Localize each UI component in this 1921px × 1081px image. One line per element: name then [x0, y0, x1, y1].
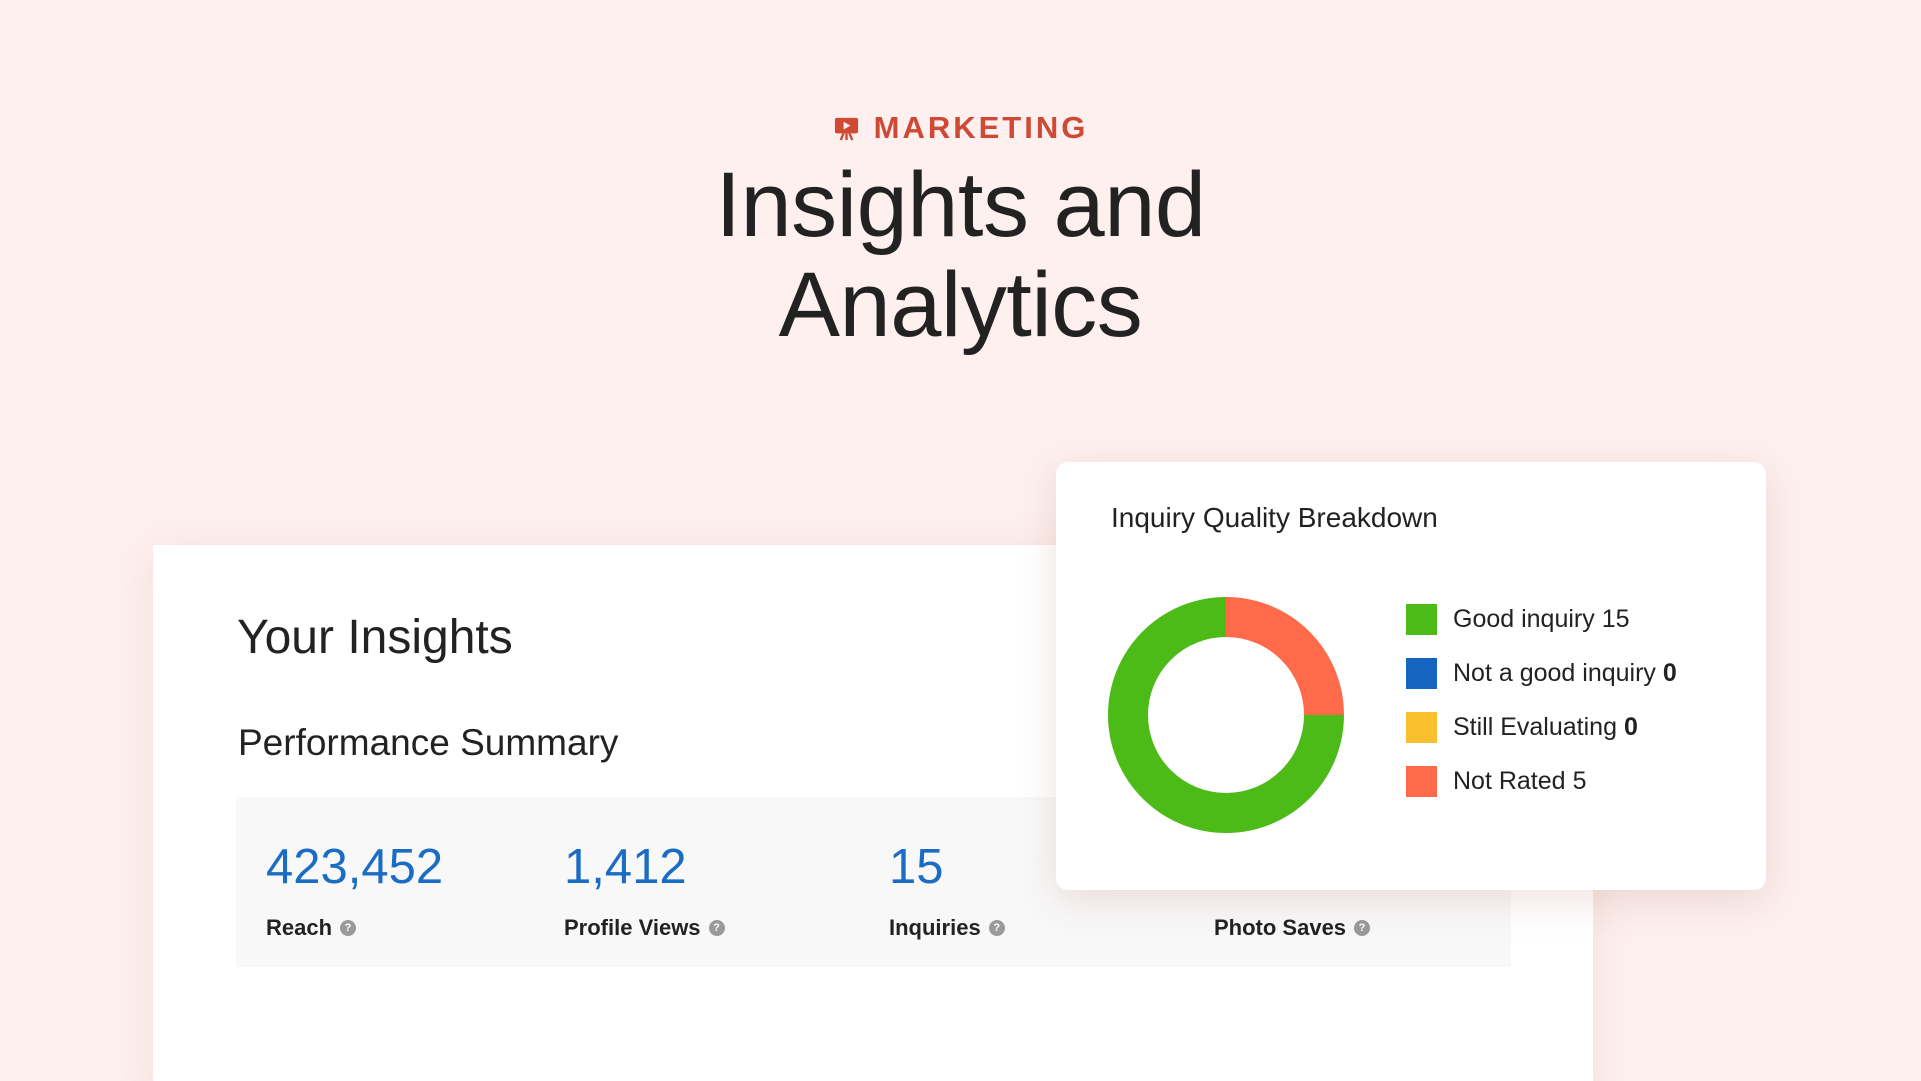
stat-label: Photo Saves ?	[1214, 915, 1371, 941]
legend-count: 0	[1623, 712, 1638, 741]
legend-item-still-evaluating[interactable]: Still Evaluating 0	[1406, 710, 1677, 744]
legend-label: Not a good inquiry	[1453, 658, 1656, 687]
stat-label-text: Photo Saves	[1214, 915, 1347, 940]
insights-title: Your Insights	[237, 611, 513, 664]
page-title: Insights and Analytics	[0, 155, 1921, 355]
inquiry-breakdown-card: Inquiry Quality Breakdown Good inquiry 1…	[1056, 462, 1766, 890]
presentation-board-icon	[834, 117, 858, 141]
donut-slice-good-inquiry[interactable]	[1108, 597, 1344, 833]
page-title-line-2: Analytics	[778, 254, 1143, 356]
stat-label: Reach ?	[266, 915, 357, 941]
chart-legend: Good inquiry 15 Not a good inquiry 0 Sti…	[1406, 602, 1677, 818]
legend-count: 15	[1601, 604, 1630, 633]
stat-value: 15	[889, 840, 944, 894]
legend-item-not-good-inquiry[interactable]: Not a good inquiry 0	[1406, 656, 1677, 690]
donut-chart	[1108, 597, 1344, 833]
legend-count: 5	[1572, 766, 1587, 795]
stat-label: Inquiries ?	[889, 915, 1005, 941]
stat-label-text: Inquiries	[889, 915, 981, 940]
stat-value: 423,452	[266, 840, 444, 894]
legend-swatch	[1406, 603, 1437, 635]
legend-swatch	[1406, 711, 1437, 743]
donut-slice-not-rated[interactable]	[1225, 597, 1344, 716]
breakdown-title: Inquiry Quality Breakdown	[1111, 502, 1438, 533]
stat-label: Profile Views ?	[564, 915, 725, 941]
eyebrow-label: MARKETING	[873, 110, 1089, 145]
legend-count: 0	[1662, 658, 1677, 687]
stat-label-text: Reach	[266, 915, 333, 940]
question-circle-icon[interactable]: ?	[340, 920, 357, 936]
question-circle-icon[interactable]: ?	[988, 920, 1005, 936]
page-title-line-1: Insights and	[715, 154, 1206, 256]
question-circle-icon[interactable]: ?	[1354, 920, 1371, 936]
stat-label-text: Profile Views	[564, 915, 701, 940]
legend-label: Still Evaluating	[1453, 712, 1617, 741]
legend-swatch	[1406, 765, 1437, 797]
stat-value: 1,412	[564, 840, 687, 894]
performance-summary-title: Performance Summary	[238, 722, 619, 763]
legend-label: Good inquiry	[1453, 604, 1595, 633]
legend-label: Not Rated	[1453, 766, 1566, 795]
legend-item-good-inquiry[interactable]: Good inquiry 15	[1406, 602, 1677, 636]
legend-item-not-rated[interactable]: Not Rated 5	[1406, 764, 1677, 798]
legend-swatch	[1406, 657, 1437, 689]
category-eyebrow: MARKETING	[0, 110, 1921, 146]
question-circle-icon[interactable]: ?	[708, 920, 725, 936]
